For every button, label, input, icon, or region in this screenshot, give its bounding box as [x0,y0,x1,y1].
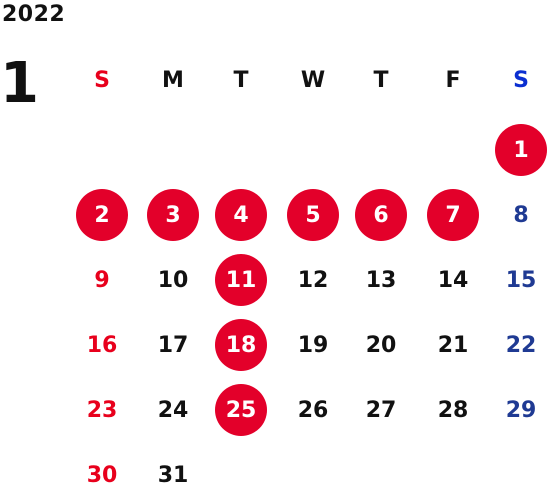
day-cell-23[interactable]: 23 [86,397,118,423]
day-cell-2[interactable]: 2 [76,189,128,241]
day-cell-6[interactable]: 6 [355,189,407,241]
day-cell-25[interactable]: 25 [215,384,267,436]
day-cell-3[interactable]: 3 [147,189,199,241]
day-cell-4[interactable]: 4 [215,189,267,241]
day-cell-7[interactable]: 7 [427,189,479,241]
day-cell-5[interactable]: 5 [287,189,339,241]
day-cell-28[interactable]: 28 [437,397,469,423]
day-cell-14[interactable]: 14 [437,267,469,293]
weekday-header-5: F [445,67,461,93]
weekday-header-6: S [513,67,529,93]
day-cell-11[interactable]: 11 [215,254,267,306]
weekday-header-3: W [300,67,326,93]
day-cell-29[interactable]: 29 [505,397,537,423]
day-cell-9[interactable]: 9 [94,267,110,293]
day-cell-30[interactable]: 30 [86,462,118,488]
weekday-header-0: S [94,67,110,93]
year-label: 2022 [2,2,66,27]
day-cell-26[interactable]: 26 [297,397,329,423]
day-cell-31[interactable]: 31 [157,462,189,488]
month-label: 1 [0,51,39,116]
day-cell-18[interactable]: 18 [215,319,267,371]
day-cell-10[interactable]: 10 [157,267,189,293]
day-cell-20[interactable]: 20 [365,332,397,358]
day-cell-12[interactable]: 12 [297,267,329,293]
day-cell-19[interactable]: 19 [297,332,329,358]
weekday-header-4: T [373,67,389,93]
day-cell-27[interactable]: 27 [365,397,397,423]
day-cell-13[interactable]: 13 [365,267,397,293]
weekday-header-1: M [162,67,184,93]
day-cell-22[interactable]: 22 [505,332,537,358]
day-cell-24[interactable]: 24 [157,397,189,423]
day-cell-15[interactable]: 15 [505,267,537,293]
day-cell-16[interactable]: 16 [86,332,118,358]
weekday-header-2: T [233,67,249,93]
day-cell-8[interactable]: 8 [513,202,529,228]
day-cell-21[interactable]: 21 [437,332,469,358]
day-cell-17[interactable]: 17 [157,332,189,358]
day-cell-1[interactable]: 1 [495,124,547,176]
